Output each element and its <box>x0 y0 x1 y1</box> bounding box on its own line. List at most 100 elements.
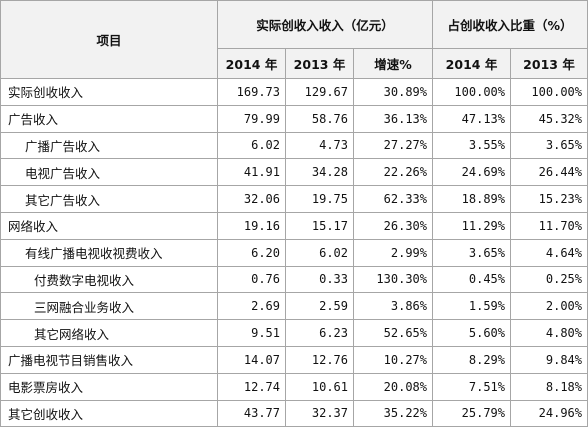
cell-growth: 10.27% <box>353 345 433 374</box>
cell-revenue-2013: 10.61 <box>285 372 354 401</box>
cell-growth: 130.30% <box>353 265 433 294</box>
table-row: 其它广告收入 32.06 19.75 62.33% 18.89% 15.23% <box>0 185 588 213</box>
cell-revenue-2013: 15.17 <box>285 211 354 240</box>
cell-share-2014: 7.51% <box>432 372 511 401</box>
header-col-2014: 2014 年 <box>217 48 286 79</box>
cell-revenue-2013: 32.37 <box>285 399 354 428</box>
cell-share-2013: 26.44% <box>510 158 588 187</box>
row-label: 广告收入 <box>0 104 218 133</box>
cell-share-2014: 0.45% <box>432 265 511 294</box>
cell-share-2014: 18.89% <box>432 185 511 213</box>
header-group-revenue: 实际创收入收入（亿元） <box>217 0 433 49</box>
cell-revenue-2013: 0.33 <box>285 265 354 294</box>
row-label: 其它广告收入 <box>0 185 218 213</box>
cell-revenue-2014: 0.76 <box>217 265 286 294</box>
cell-revenue-2014: 32.06 <box>217 185 286 213</box>
table-row: 广播电视节目销售收入 14.07 12.76 10.27% 8.29% 9.84… <box>0 345 588 374</box>
table-row: 电影票房收入 12.74 10.61 20.08% 7.51% 8.18% <box>0 372 588 401</box>
header-group-share: 占创收收入比重（%） <box>432 0 588 49</box>
row-label: 其它网络收入 <box>0 319 218 347</box>
cell-revenue-2013: 12.76 <box>285 345 354 374</box>
cell-revenue-2014: 14.07 <box>217 345 286 374</box>
cell-share-2014: 5.60% <box>432 319 511 347</box>
cell-revenue-2013: 4.73 <box>285 131 354 160</box>
table-row: 广告收入 79.99 58.76 36.13% 47.13% 45.32% <box>0 104 588 133</box>
cell-share-2014: 3.65% <box>432 238 511 267</box>
cell-growth: 20.08% <box>353 372 433 401</box>
row-label: 付费数字电视收入 <box>0 265 218 294</box>
row-label: 三网融合业务收入 <box>0 292 218 321</box>
cell-share-2013: 4.80% <box>510 319 588 347</box>
cell-share-2014: 47.13% <box>432 104 511 133</box>
cell-share-2013: 4.64% <box>510 238 588 267</box>
row-label: 广播广告收入 <box>0 131 218 160</box>
cell-revenue-2014: 41.91 <box>217 158 286 187</box>
cell-growth: 27.27% <box>353 131 433 160</box>
row-label: 实际创收收入 <box>0 78 218 106</box>
cell-growth: 36.13% <box>353 104 433 133</box>
cell-revenue-2014: 19.16 <box>217 211 286 240</box>
table-row: 有线广播电视收视费收入 6.20 6.02 2.99% 3.65% 4.64% <box>0 238 588 267</box>
cell-revenue-2013: 34.28 <box>285 158 354 187</box>
row-label: 网络收入 <box>0 211 218 240</box>
table-row: 其它创收收入 43.77 32.37 35.22% 25.79% 24.96% <box>0 399 588 428</box>
cell-share-2014: 11.29% <box>432 211 511 240</box>
cell-revenue-2013: 58.76 <box>285 104 354 133</box>
cell-growth: 30.89% <box>353 78 433 106</box>
cell-share-2013: 3.65% <box>510 131 588 160</box>
cell-growth: 62.33% <box>353 185 433 213</box>
header-row-columns: 2014 年 2013 年 增速% 2014 年 2013 年 <box>1 48 588 79</box>
row-label: 其它创收收入 <box>0 399 218 428</box>
cell-revenue-2013: 2.59 <box>285 292 354 321</box>
cell-revenue-2013: 6.02 <box>285 238 354 267</box>
cell-share-2013: 9.84% <box>510 345 588 374</box>
cell-share-2014: 8.29% <box>432 345 511 374</box>
table-row: 实际创收收入 169.73 129.67 30.89% 100.00% 100.… <box>0 78 588 106</box>
cell-revenue-2014: 169.73 <box>217 78 286 106</box>
table-row: 广播广告收入 6.02 4.73 27.27% 3.55% 3.65% <box>0 131 588 160</box>
header-col-share-2014: 2014 年 <box>432 48 511 79</box>
cell-share-2014: 100.00% <box>432 78 511 106</box>
row-label: 电视广告收入 <box>0 158 218 187</box>
cell-revenue-2014: 12.74 <box>217 372 286 401</box>
table-row: 付费数字电视收入 0.76 0.33 130.30% 0.45% 0.25% <box>0 265 588 294</box>
cell-revenue-2014: 9.51 <box>217 319 286 347</box>
cell-growth: 22.26% <box>353 158 433 187</box>
cell-revenue-2013: 129.67 <box>285 78 354 106</box>
cell-growth: 3.86% <box>353 292 433 321</box>
cell-share-2013: 15.23% <box>510 185 588 213</box>
cell-growth: 35.22% <box>353 399 433 428</box>
cell-growth: 26.30% <box>353 211 433 240</box>
cell-revenue-2014: 79.99 <box>217 104 286 133</box>
cell-share-2014: 3.55% <box>432 131 511 160</box>
cell-share-2014: 25.79% <box>432 399 511 428</box>
cell-revenue-2013: 6.23 <box>285 319 354 347</box>
cell-share-2013: 11.70% <box>510 211 588 240</box>
row-label: 广播电视节目销售收入 <box>0 345 218 374</box>
cell-share-2013: 8.18% <box>510 372 588 401</box>
header-item: 项目 <box>0 0 218 79</box>
table-row: 电视广告收入 41.91 34.28 22.26% 24.69% 26.44% <box>0 158 588 187</box>
cell-revenue-2014: 6.20 <box>217 238 286 267</box>
cell-revenue-2014: 43.77 <box>217 399 286 428</box>
cell-share-2013: 100.00% <box>510 78 588 106</box>
row-label: 有线广播电视收视费收入 <box>0 238 218 267</box>
cell-share-2014: 24.69% <box>432 158 511 187</box>
cell-share-2013: 24.96% <box>510 399 588 428</box>
table-row: 其它网络收入 9.51 6.23 52.65% 5.60% 4.80% <box>0 319 588 347</box>
header-col-2013: 2013 年 <box>285 48 354 79</box>
table-row: 网络收入 19.16 15.17 26.30% 11.29% 11.70% <box>0 211 588 240</box>
cell-revenue-2013: 19.75 <box>285 185 354 213</box>
cell-revenue-2014: 6.02 <box>217 131 286 160</box>
cell-revenue-2014: 2.69 <box>217 292 286 321</box>
cell-share-2014: 1.59% <box>432 292 511 321</box>
header-row-groups: 项目 实际创收入收入（亿元） 占创收收入比重（%） <box>0 0 588 79</box>
cell-share-2013: 2.00% <box>510 292 588 321</box>
header-col-growth: 增速% <box>353 48 433 79</box>
cell-growth: 52.65% <box>353 319 433 347</box>
header-col-share-2013: 2013 年 <box>510 48 588 79</box>
cell-share-2013: 0.25% <box>510 265 588 294</box>
row-label: 电影票房收入 <box>0 372 218 401</box>
table-row: 三网融合业务收入 2.69 2.59 3.86% 1.59% 2.00% <box>0 292 588 321</box>
